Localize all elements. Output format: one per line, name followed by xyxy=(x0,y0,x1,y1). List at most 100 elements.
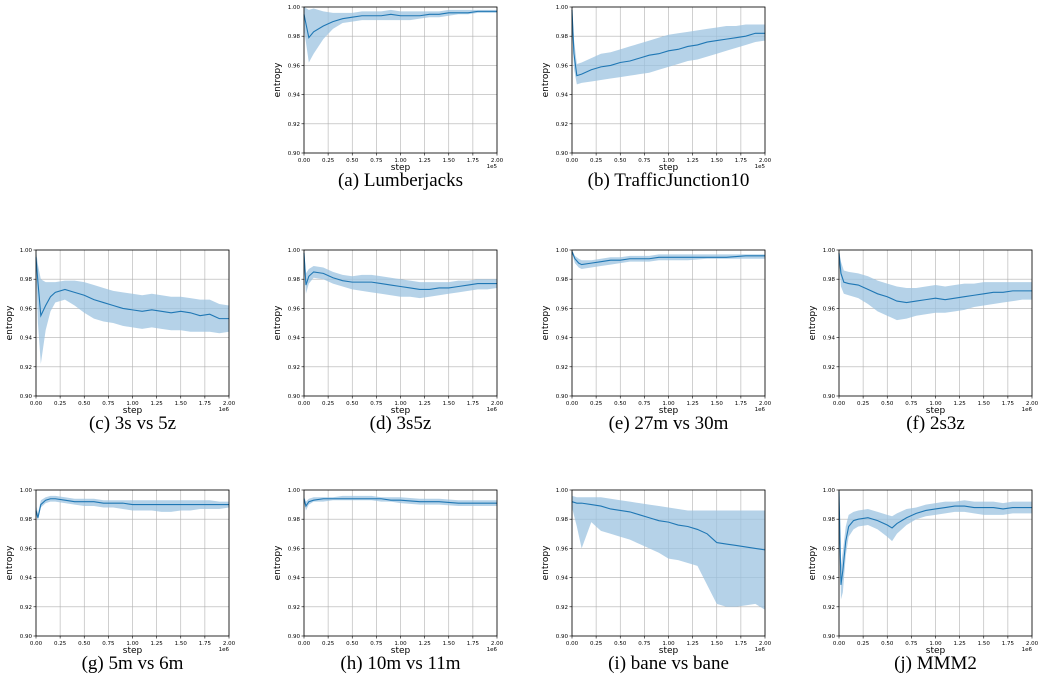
y-tick-label: 1.00 xyxy=(823,488,836,494)
x-tick-label: 1.50 xyxy=(711,158,724,164)
x-tick-label: 1.50 xyxy=(711,641,724,647)
x-tick-label: 0.00 xyxy=(298,641,311,647)
y-tick-label: 1.00 xyxy=(288,5,301,11)
x-tick-label: 1.00 xyxy=(394,641,407,647)
x-tick-label: 1.25 xyxy=(954,641,967,647)
x-tick-label: 1.50 xyxy=(978,641,991,647)
x-tick-label: 0.75 xyxy=(370,641,383,647)
x-scale-label: 1e6 xyxy=(487,647,498,653)
x-tick-label: 1.50 xyxy=(711,401,724,407)
panel-caption: (d) 3s5z xyxy=(369,413,432,434)
y-tick-label: 0.94 xyxy=(823,336,836,342)
confidence-band xyxy=(304,7,497,63)
x-tick-label: 1.50 xyxy=(443,641,456,647)
x-axis-label: step xyxy=(391,646,411,656)
x-axis-label: step xyxy=(391,406,411,416)
panel-caption: (c) 3s vs 5z xyxy=(88,413,177,434)
grid xyxy=(303,489,498,637)
y-tick-label: 0.92 xyxy=(20,365,32,371)
x-tick-label: 1.00 xyxy=(662,401,675,407)
grid xyxy=(303,249,498,397)
y-tick-label: 0.94 xyxy=(556,576,569,582)
y-axis-label: entropy xyxy=(5,545,15,580)
x-axis-label: step xyxy=(391,163,411,173)
x-tick-label: 0.75 xyxy=(638,641,651,647)
x-tick-label: 1.75 xyxy=(735,158,748,164)
x-tick-label: 0.50 xyxy=(614,401,627,407)
x-tick-label: 1.75 xyxy=(467,401,480,407)
y-tick-label: 0.92 xyxy=(556,122,568,128)
x-tick-label: 1.00 xyxy=(929,641,942,647)
x-axis-label: step xyxy=(659,406,679,416)
x-tick-label: 0.75 xyxy=(370,401,383,407)
panel-caption: (h) 10m vs 11m xyxy=(340,653,461,674)
x-axis-label: step xyxy=(926,406,946,416)
x-tick-label: 1.50 xyxy=(978,401,991,407)
x-scale-label: 1e6 xyxy=(755,407,766,413)
grid xyxy=(571,249,766,397)
y-axis-label: entropy xyxy=(808,545,818,580)
x-tick-label: 2.00 xyxy=(1026,401,1039,407)
y-tick-label: 0.90 xyxy=(20,634,33,640)
y-tick-label: 0.98 xyxy=(556,277,569,283)
y-axis-label: entropy xyxy=(273,62,283,97)
y-tick-label: 0.92 xyxy=(556,605,568,611)
confidence-band xyxy=(572,495,765,610)
x-tick-label: 2.00 xyxy=(759,158,772,164)
chart-panel-j: 0.90 0.92 0.94 0.96 0.98 1.00 0.00 0.25 0.50 0.75… xyxy=(807,483,1041,678)
x-tick-label: 1.00 xyxy=(126,401,139,407)
chart-panel-f: 0.90 0.92 0.94 0.96 0.98 1.00 0.00 0.25 0.50 0.75… xyxy=(807,243,1041,438)
x-tick-label: 0.75 xyxy=(905,641,918,647)
y-tick-label: 0.90 xyxy=(556,634,569,640)
mean-line xyxy=(571,9,765,77)
y-tick-label: 0.90 xyxy=(823,394,836,400)
confidence-band xyxy=(839,250,1032,321)
y-axis-label: entropy xyxy=(273,305,283,340)
x-tick-label: 0.00 xyxy=(298,158,311,164)
x-tick-label: 0.75 xyxy=(370,158,383,164)
y-axis-label: entropy xyxy=(808,305,818,340)
x-tick-label: 2.00 xyxy=(223,641,236,647)
x-axis-label: step xyxy=(123,406,143,416)
x-tick-label: 0.25 xyxy=(590,641,603,647)
x-tick-label: 0.75 xyxy=(638,158,651,164)
y-tick-label: 1.00 xyxy=(556,248,569,254)
x-tick-label: 0.25 xyxy=(322,401,335,407)
y-tick-label: 1.00 xyxy=(20,488,33,494)
y-tick-label: 0.94 xyxy=(556,93,569,99)
y-tick-label: 0.96 xyxy=(288,306,301,312)
x-tick-label: 0.50 xyxy=(614,641,627,647)
y-tick-label: 0.90 xyxy=(288,634,301,640)
x-tick-label: 0.75 xyxy=(102,401,115,407)
y-tick-label: 0.92 xyxy=(20,605,32,611)
y-axis-label: entropy xyxy=(541,545,551,580)
y-axis-label: entropy xyxy=(541,62,551,97)
y-tick-label: 0.96 xyxy=(20,546,33,552)
x-tick-label: 1.00 xyxy=(126,641,139,647)
y-tick-label: 0.94 xyxy=(556,336,569,342)
y-tick-label: 0.98 xyxy=(288,517,301,523)
chart-svg-h: 0.90 0.92 0.94 0.96 0.98 1.00 0.00 0.25 0.50 0.75… xyxy=(273,488,504,656)
x-tick-label: 1.00 xyxy=(929,401,942,407)
chart-panel-i: 0.90 0.92 0.94 0.96 0.98 1.00 0.00 0.25 0.50 0.75… xyxy=(540,483,774,678)
x-tick-label: 2.00 xyxy=(491,158,504,164)
y-tick-label: 0.94 xyxy=(823,576,836,582)
x-tick-label: 0.00 xyxy=(298,401,311,407)
y-tick-label: 0.98 xyxy=(288,277,301,283)
y-tick-label: 0.98 xyxy=(20,277,33,283)
x-tick-label: 1.25 xyxy=(687,641,700,647)
chart-svg-c: 0.90 0.92 0.94 0.96 0.98 1.00 0.00 0.25 0.50 0.75… xyxy=(5,248,236,416)
x-tick-label: 0.00 xyxy=(566,158,579,164)
y-tick-label: 0.92 xyxy=(823,365,835,371)
mean-line xyxy=(303,252,497,290)
y-tick-label: 0.96 xyxy=(556,306,569,312)
y-tick-label: 0.94 xyxy=(288,576,301,582)
x-tick-label: 0.00 xyxy=(566,401,579,407)
y-tick-label: 0.94 xyxy=(288,336,301,342)
x-tick-label: 0.50 xyxy=(881,401,894,407)
panel-caption: (j) MMM2 xyxy=(894,653,977,674)
chart-svg-e: 0.90 0.92 0.94 0.96 0.98 1.00 0.00 0.25 0.50 0.75… xyxy=(541,248,772,416)
y-tick-label: 0.90 xyxy=(556,151,569,157)
x-tick-label: 2.00 xyxy=(759,401,772,407)
x-axis-label: step xyxy=(926,646,946,656)
